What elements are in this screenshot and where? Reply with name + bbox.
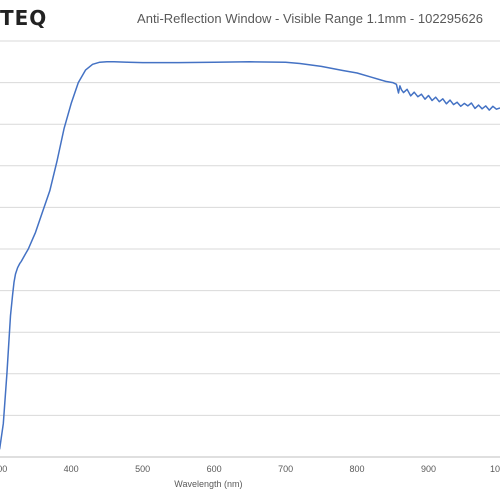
- gridlines: [0, 40, 500, 458]
- x-axis-ticks: 300 400 500 600 700 800 900 1000: [0, 464, 500, 474]
- x-tick-label: 1000: [490, 464, 500, 474]
- x-axis-title: Wavelength (nm): [174, 479, 242, 489]
- x-tick-label: 300: [0, 464, 7, 474]
- x-tick-label: 700: [278, 464, 293, 474]
- brand-logo: TEQ: [0, 6, 48, 30]
- transmission-series-line: [0, 61, 500, 450]
- chart-title: Anti-Reflection Window - Visible Range 1…: [137, 11, 483, 26]
- x-tick-label: 800: [350, 464, 365, 474]
- series-layer: [0, 61, 500, 450]
- x-tick-label: 900: [421, 464, 436, 474]
- x-tick-label: 600: [207, 464, 222, 474]
- x-tick-label: 400: [64, 464, 79, 474]
- x-tick-label: 500: [135, 464, 150, 474]
